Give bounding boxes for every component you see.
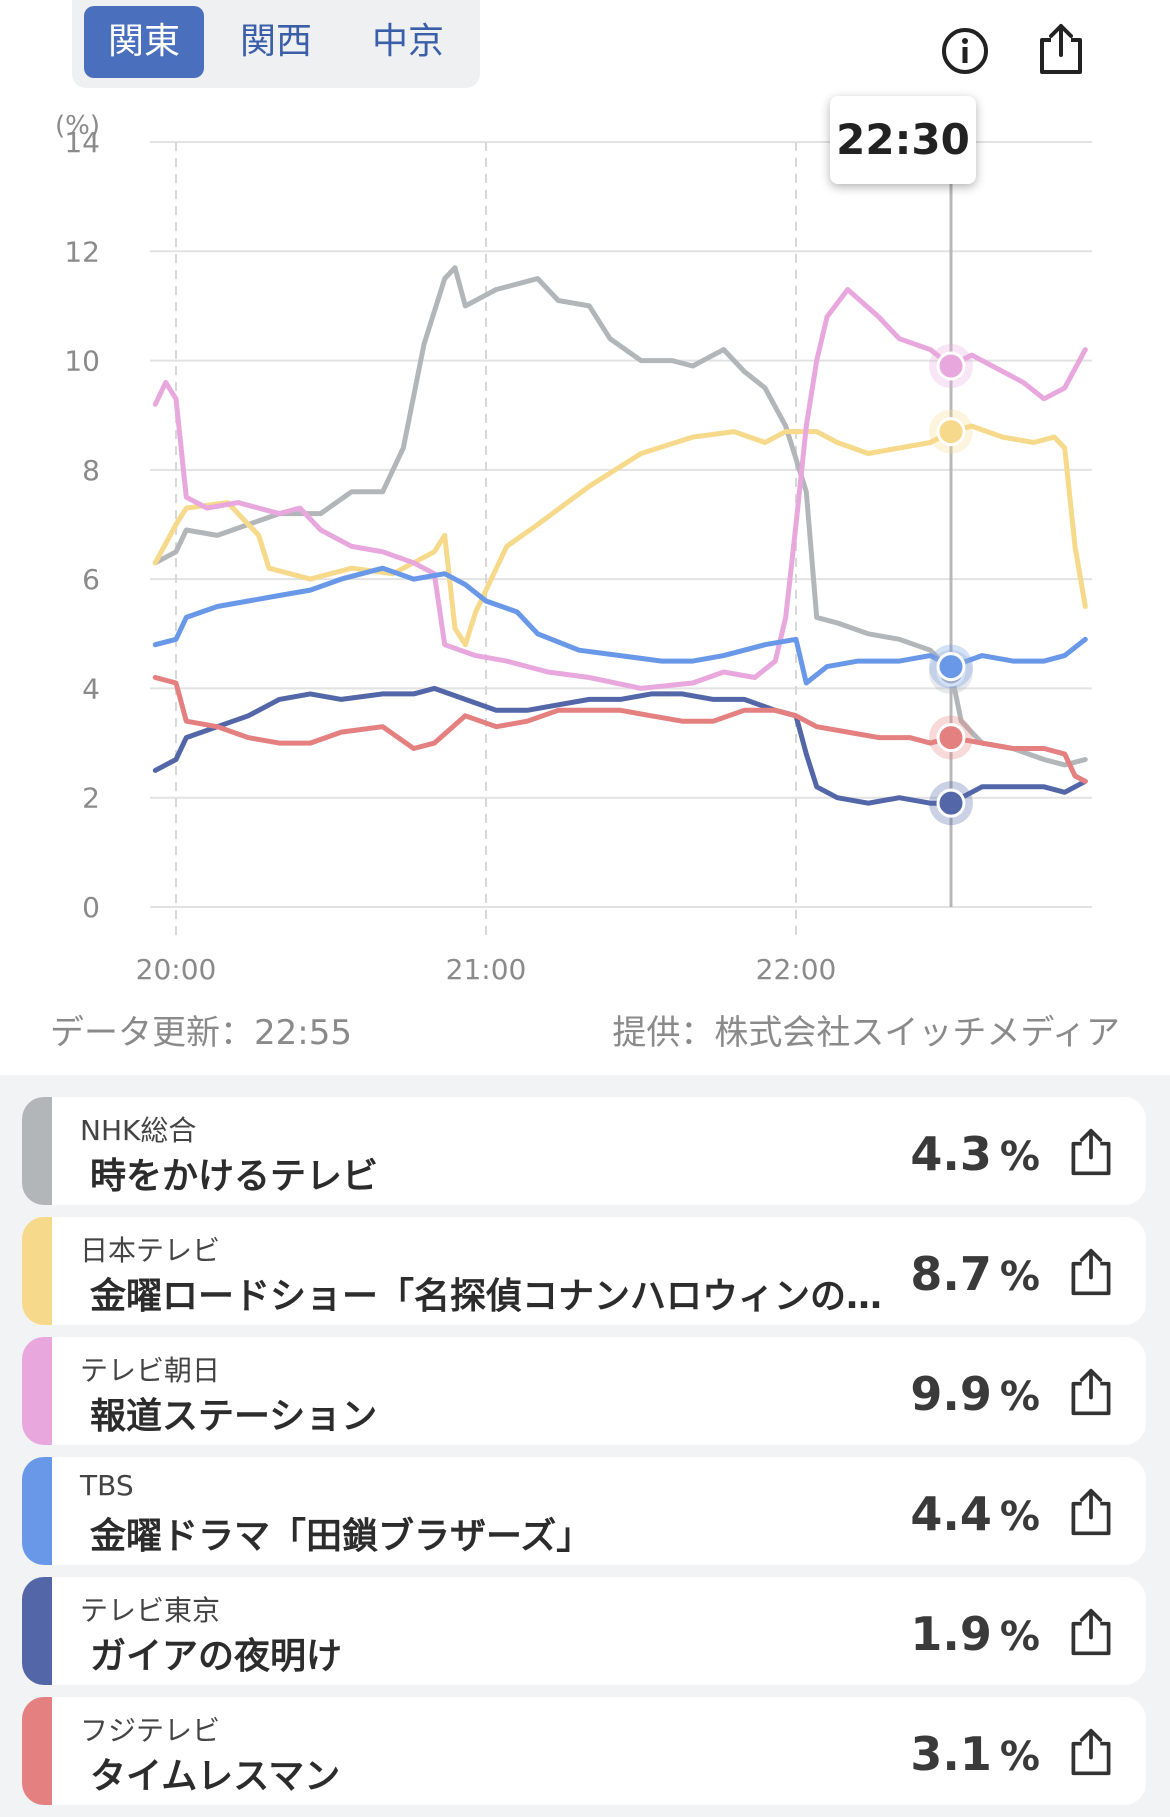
- program-card-tvtokyo[interactable]: テレビ東京 ガイアの夜明け 1.9%: [22, 1577, 1146, 1685]
- program-title: 金曜ドラマ「田鎖ブラザーズ」: [90, 1516, 593, 1557]
- station-name: 日本テレビ: [80, 1234, 221, 1267]
- info-icon[interactable]: [940, 26, 990, 80]
- cursor-marker-2: [936, 351, 966, 381]
- tab-kansai[interactable]: 関西: [239, 21, 312, 62]
- data-update-time: データ更新：22:55: [50, 1013, 352, 1053]
- rating-value: 4.3%: [910, 1127, 1040, 1181]
- station-color-stripe: [22, 1457, 52, 1565]
- share-icon[interactable]: [1066, 1247, 1116, 1301]
- program-card-ntv[interactable]: 日本テレビ 金曜ロードショー「名探偵コナンハロウィンの花嫁」 8.7%: [22, 1217, 1146, 1325]
- program-card-nhk[interactable]: NHK総合 時をかけるテレビ 4.3%: [22, 1097, 1146, 1205]
- share-icon[interactable]: [1034, 22, 1088, 80]
- program-title: ガイアの夜明け: [90, 1636, 343, 1677]
- station-color-stripe: [22, 1337, 52, 1445]
- region-tabs: 関東 関西 中京: [72, 0, 480, 88]
- data-credit: 提供：株式会社スイッチメディア: [612, 1013, 1120, 1053]
- program-card-tbs[interactable]: TBS 金曜ドラマ「田鎖ブラザーズ」 4.4%: [22, 1457, 1146, 1565]
- program-title: 金曜ロードショー「名探偵コナンハロウィンの花嫁」: [90, 1276, 900, 1317]
- program-card-fuji[interactable]: フジテレビ タイムレスマン 3.1%: [22, 1697, 1146, 1805]
- y-tick-label: 2: [82, 782, 100, 815]
- rating-value: 3.1%: [910, 1727, 1040, 1781]
- share-icon[interactable]: [1066, 1367, 1116, 1421]
- station-color-stripe: [22, 1697, 52, 1805]
- station-color-stripe: [22, 1577, 52, 1685]
- cursor-marker-1: [936, 417, 966, 447]
- cursor-marker-5: [936, 723, 966, 753]
- x-tick-label: 20:00: [136, 953, 217, 986]
- station-color-stripe: [22, 1217, 52, 1325]
- station-name: NHK総合: [80, 1114, 197, 1147]
- cursor-marker-3: [936, 652, 966, 682]
- rating-value: 9.9%: [910, 1367, 1040, 1421]
- station-color-stripe: [22, 1097, 52, 1205]
- tab-chukyo[interactable]: 中京: [371, 21, 444, 62]
- y-tick-label: 4: [82, 672, 100, 705]
- station-name: TBS: [80, 1469, 134, 1502]
- program-title: 時をかけるテレビ: [90, 1156, 379, 1197]
- station-name: テレビ朝日: [80, 1354, 221, 1387]
- y-tick-label: 0: [82, 891, 100, 924]
- rating-value: 4.4%: [910, 1487, 1040, 1541]
- station-name: フジテレビ: [80, 1714, 221, 1747]
- x-tick-label: 22:00: [756, 953, 837, 986]
- y-tick-label: 6: [82, 563, 100, 596]
- y-tick-label: 12: [64, 235, 100, 268]
- cursor-marker-4: [936, 788, 966, 818]
- y-axis-label: (%): [55, 111, 100, 141]
- program-title: 報道ステーション: [90, 1396, 378, 1437]
- tab-kanto[interactable]: 関東: [84, 6, 204, 78]
- share-icon[interactable]: [1066, 1127, 1116, 1181]
- program-card-tvasahi[interactable]: テレビ朝日 報道ステーション 9.9%: [22, 1337, 1146, 1445]
- share-icon[interactable]: [1066, 1607, 1116, 1661]
- y-tick-label: 8: [82, 454, 100, 487]
- x-tick-label: 21:00: [446, 953, 527, 986]
- series-line-1: [152, 423, 1088, 648]
- share-icon[interactable]: [1066, 1727, 1116, 1781]
- time-tooltip: 22:30: [830, 96, 976, 184]
- rating-value: 1.9%: [910, 1607, 1040, 1661]
- program-title: タイムレスマン: [90, 1756, 341, 1797]
- rating-value: 8.7%: [910, 1247, 1040, 1301]
- station-name: テレビ東京: [80, 1594, 221, 1627]
- share-icon[interactable]: [1066, 1487, 1116, 1541]
- y-tick-label: 10: [64, 345, 100, 378]
- y-tick-label: 14: [64, 126, 100, 159]
- ratings-chart: 0 2 4 6 8 10 12 14(%) 20:00 21:00 22:00: [55, 111, 1092, 986]
